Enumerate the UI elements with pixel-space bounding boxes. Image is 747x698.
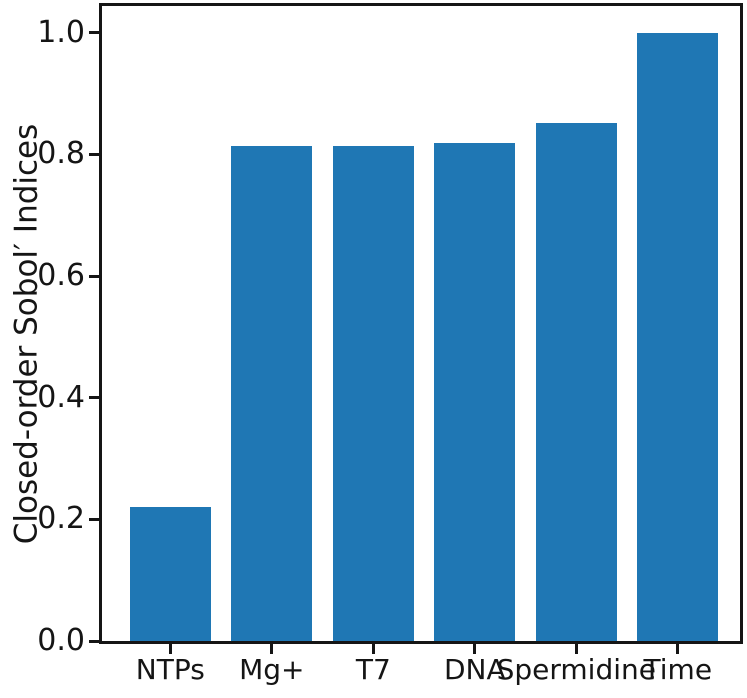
y-tick-label: 0.4 [37,379,85,415]
x-tick-mark [676,644,680,654]
y-tick-label: 1.0 [37,14,85,50]
x-tick-label-t7: T7 [355,653,391,686]
x-tick-label-mg-: Mg+ [239,653,305,686]
y-tick-mark [89,274,99,278]
x-tick-label-ntps: NTPs [135,653,205,686]
x-tick-label-dna: DNA [443,653,506,686]
y-tick-label: 0.2 [37,501,85,537]
bar-spermidine [535,122,617,641]
x-tick-label-time: Time [643,653,713,686]
bar-t7 [332,145,414,641]
bar-dna [434,143,516,641]
y-tick-mark [89,639,99,643]
y-tick-mark [89,517,99,521]
y-tick-label: 0.0 [37,623,85,658]
y-tick-mark [89,152,99,156]
bar-time [637,32,719,641]
y-tick-label: 0.6 [37,258,85,294]
x-tick-label-spermidine: Spermidine [496,653,656,686]
x-tick-mark [473,644,477,654]
y-tick-mark [89,396,99,400]
x-tick-mark [270,644,274,654]
y-tick-label: 0.8 [37,136,85,172]
y-tick-mark [89,31,99,35]
bar-mg- [231,145,313,641]
x-tick-mark [168,644,172,654]
y-axis-label: Closed-order Sobol′ Indices [8,123,45,545]
x-tick-mark [574,644,578,654]
x-tick-mark [371,644,375,654]
bar-ntps [129,507,211,641]
